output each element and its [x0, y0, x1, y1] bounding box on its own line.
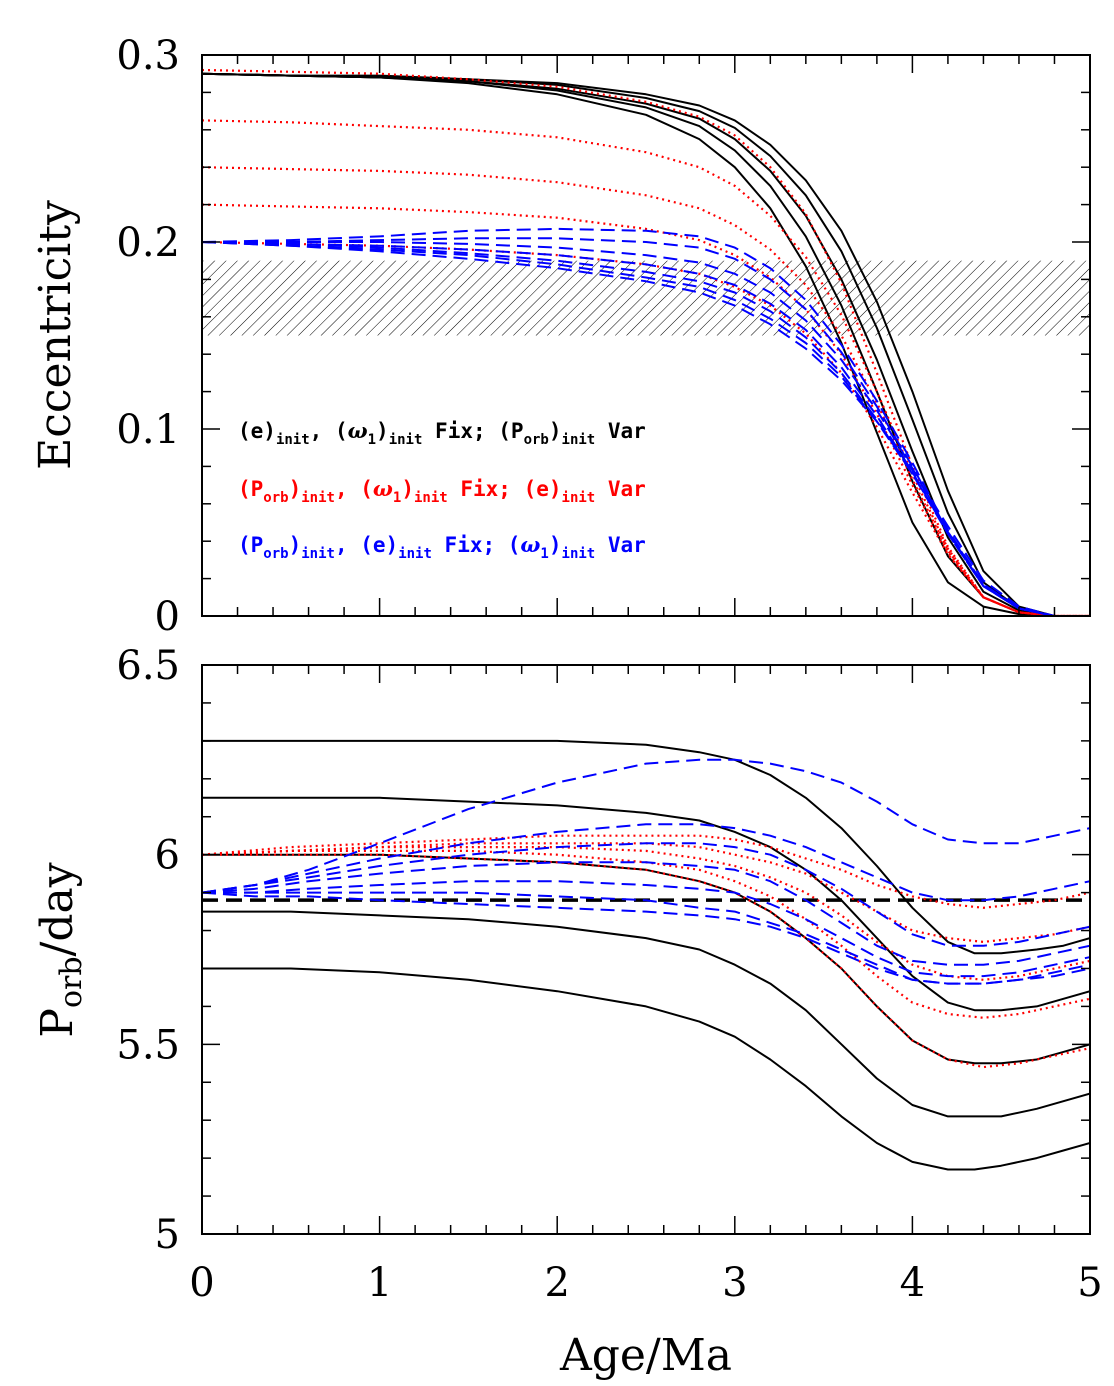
x-tick-label: 1 [367, 1260, 392, 1306]
observed-eccentricity-band [202, 260, 1090, 336]
eccentricity-curve-blue-15 [202, 241, 1090, 616]
period-curve-blue-13 [202, 842, 1090, 947]
eccentricity-curve-black-3 [202, 72, 1090, 616]
eccentricity-curve-blue-16 [202, 241, 1090, 616]
period-curve-red-8 [202, 845, 1090, 981]
y-tick-label: 6 [155, 833, 180, 879]
y-tick-label: 0.2 [116, 220, 180, 266]
period-curve-blue-15 [202, 880, 1090, 978]
eccentricity-ticks [201, 54, 1091, 617]
legend-entry-black: (e)init, (ω1)init Fix; (Porb)init Var [238, 418, 646, 448]
eccentricity-series-group [202, 68, 1090, 616]
period-curve-red-6 [202, 834, 1090, 909]
period-curve-black-1 [202, 739, 1090, 955]
period-curve-black-3 [202, 853, 1090, 1065]
eccentricity-curve-black-1 [202, 72, 1090, 616]
period-curve-red-9 [202, 849, 1090, 1019]
x-tick-label: 4 [900, 1260, 925, 1306]
legend: (e)init, (ω1)init Fix; (Porb)init Var (Po… [238, 418, 646, 562]
y-tick-label: 0 [155, 594, 180, 640]
period-ytick-labels: 5 5.5 6 6.5 [116, 643, 180, 1258]
period-curve-blue-14 [202, 861, 1090, 966]
period-curve-blue-12 [202, 823, 1090, 902]
eccentricity-curve-blue-17 [202, 241, 1090, 616]
period-panel: 5 5.5 6 6.5 0 1 2 3 4 5 Porb/day Age/Ma [32, 643, 1103, 1381]
y-tick-label: 0.1 [116, 407, 180, 453]
x-tick-label: 3 [722, 1260, 747, 1306]
y-tick-label: 5 [155, 1212, 180, 1258]
x-tick-label: 0 [189, 1260, 214, 1306]
eccentricity-ytick-labels: 0 0.1 0.2 0.3 [116, 33, 180, 640]
legend-entry-red: (Porb)init, (ω1)init Fix; (e)init Var [238, 476, 646, 506]
period-curve-blue-11 [202, 758, 1090, 894]
eccentricity-plot-frame [201, 54, 1091, 617]
eccentricity-ylabel: Eccentricity [30, 200, 81, 470]
period-curve-blue-17 [202, 891, 1090, 985]
period-ylabel: Porb/day [32, 862, 89, 1037]
period-curve-black-5 [202, 967, 1090, 1171]
period-curve-red-7 [202, 842, 1090, 944]
eccentricity-panel: 0 0.1 0.2 0.3 Eccentricity (e)init, (ω1)ini… [30, 33, 1091, 640]
period-curve-blue-16 [202, 891, 1090, 985]
period-ticks [201, 664, 1091, 1235]
eccentricity-curve-red-6 [202, 68, 1090, 616]
eccentricity-curve-blue-14 [202, 241, 1090, 616]
period-ylabel-main: P [32, 1008, 83, 1038]
x-tick-label: 2 [544, 1260, 569, 1306]
age-xlabel: Age/Ma [559, 1330, 732, 1381]
y-tick-label: 0.3 [116, 33, 180, 79]
period-ylabel-sub: orb [54, 956, 89, 1008]
period-plot-frame [201, 664, 1091, 1235]
period-ylabel-tail: /day [32, 862, 83, 956]
y-tick-label: 6.5 [116, 643, 180, 689]
x-tick-label: 5 [1077, 1260, 1102, 1306]
eccentricity-curve-black-5 [202, 72, 1090, 616]
period-curve-black-4 [202, 910, 1090, 1118]
y-tick-label: 5.5 [116, 1022, 180, 1068]
age-xtick-labels: 0 1 2 3 4 5 [189, 1260, 1102, 1306]
eccentricity-curve-red-8 [202, 166, 1090, 616]
period-curve-black-2 [202, 796, 1090, 1012]
legend-entry-blue: (Porb)init, (e)init Fix; (ω1)init Var [238, 532, 646, 562]
eccentricity-curve-red-9 [202, 203, 1090, 616]
period-series-group [202, 739, 1090, 1171]
